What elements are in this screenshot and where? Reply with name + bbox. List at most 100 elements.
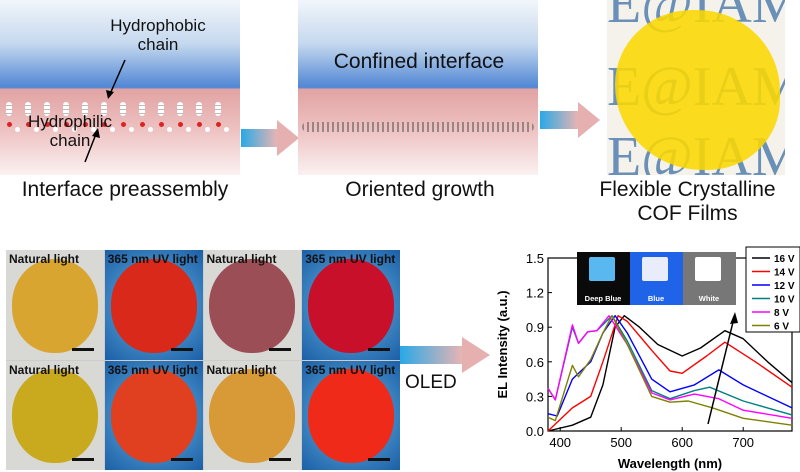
y-tick-label: 1.5 [526,251,544,266]
molecule-head [15,127,20,132]
cof-film [308,258,395,353]
photo-label: Natural light [9,252,80,266]
molecule [82,102,88,116]
legend-box [745,246,800,333]
inset-label: Deep Blue [585,294,622,303]
molecule-head [178,122,183,127]
scale-bar [71,458,94,461]
molecule-head [102,122,107,127]
inset-emission [695,257,721,281]
y-tick-label: 0.6 [526,355,544,370]
legend-label: 12 V [774,281,795,292]
uv-light-photo: 365 nm UV light [104,360,203,470]
scale-bar [368,458,390,461]
legend-label: 10 V [774,295,795,306]
x-tick-label: 600 [671,435,693,450]
scale-bar [368,347,390,351]
molecule [120,102,126,116]
cof-film-photo: E@IAM E@IAM E@IAM [607,0,785,175]
scale-bar [170,458,193,461]
natural-light-photo: Natural light [203,360,302,470]
molecule [158,102,164,116]
yellow-film [615,10,780,170]
inset-label: Blue [648,294,664,303]
trend-arrow [707,317,735,425]
molecule-head [91,127,96,132]
scale-bar [71,347,94,351]
confined-interface-label: Confined interface [333,50,505,73]
uv-light-photo: 365 nm UV light [302,250,400,360]
cof-film [11,258,98,353]
molecule-head [7,122,12,127]
uv-light-photo: 365 nm UV light [302,360,400,470]
x-tick-label: 400 [549,435,571,450]
cof-film-photo-grid: Natural light 365 nm UV light Natural ligh… [6,250,400,470]
oled-arrow [400,337,492,373]
inset-label: White [699,294,719,303]
interface-preassembly-panel: Hydrophobic chain Hydrophilic chain [0,0,240,175]
molecule [215,102,221,116]
natural-light-photo: Natural light [6,250,104,360]
series-line-6v [547,314,793,426]
pointer-arrows [84,59,126,163]
molecule-head [121,122,126,127]
molecule-head [186,127,191,132]
inset-emission [589,257,615,281]
molecule-head [72,127,77,132]
molecule-head [224,127,229,132]
molecule-head [64,122,69,127]
x-tick-label: 500 [610,435,632,450]
photo-label: 365 nm UV light [305,362,396,377]
molecule [139,102,145,116]
molecule-head [148,127,153,132]
series-line-12v [547,314,793,417]
molecule [63,102,69,116]
natural-light-photo: Natural light [203,250,302,360]
molecule-head [159,122,164,127]
cof-film [209,258,296,353]
y-tick-label: 0.0 [526,424,544,439]
caption-cof-films: Flexible Crystalline COF Films [599,178,776,225]
x-axis-label: Wavelength (nm) [618,456,722,471]
caption-oriented-growth: Oriented growth [345,178,495,201]
molecule-head [167,127,172,132]
molecule-head [140,122,145,127]
molecule-head [110,127,115,132]
scale-bar [269,347,292,351]
uv-light-photo: 365 nm UV light [104,250,203,360]
legend-label: 16 V [774,254,795,265]
series-line-14v [547,314,793,432]
cof-film [308,369,395,464]
y-tick-label: 1.2 [526,286,544,301]
molecule-head [205,127,210,132]
cof-film [209,369,296,464]
molecule-head [34,127,39,132]
el-spectrum-chart: 400 500 600 700 0.0 0.3 0.6 0.9 1.2 1.5 Wavelength… [495,246,800,471]
molecule [177,102,183,116]
hydrophobic-chain-label: Hydrophobic chain [110,16,206,54]
molecule-head [83,122,88,127]
photo-label: Natural light [206,362,277,377]
series-line-16v [547,314,793,432]
process-arrow [540,102,600,138]
photo-label: 365 nm UV light [107,252,198,266]
y-axis-label: EL Intensity (a.u.) [495,290,510,398]
molecule-head [26,122,31,127]
legend-label: 6 V [774,322,789,333]
cof-film [110,258,197,353]
hydrophilic-chain-label: Hydrophilic chain [27,112,113,150]
legend-label: 14 V [774,268,795,279]
scale-bar [170,347,193,351]
molecule [25,102,31,116]
y-tick-label: 0.3 [526,389,544,404]
cof-film [11,369,98,464]
y-tick-label: 0.9 [526,320,544,335]
cof-film [110,369,197,464]
photo-label: 365 nm UV light [107,362,198,377]
molecule-head [216,122,221,127]
molecule [6,102,12,116]
caption-interface-preassembly: Interface preassembly [21,178,229,201]
natural-light-photo: Natural light [6,360,104,470]
scale-bar [269,458,292,461]
trend-arrowhead [730,312,738,324]
